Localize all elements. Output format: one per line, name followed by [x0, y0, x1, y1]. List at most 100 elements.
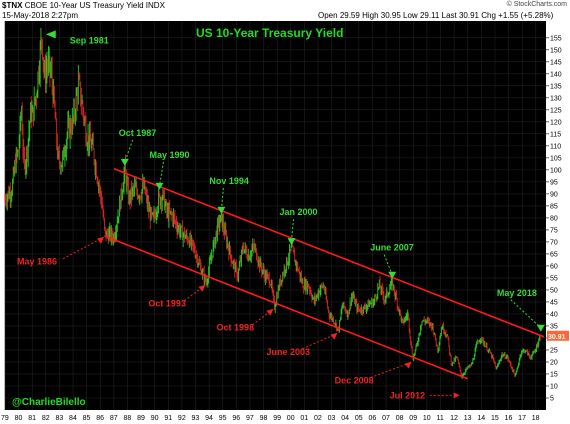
annotation-may-1986-arrow — [97, 236, 105, 244]
symbol-description: CBOE 10-Year US Treasury Yield — [24, 1, 144, 10]
x-tick-label: 81 — [28, 415, 36, 422]
y-tick-label: 75 — [550, 227, 558, 234]
header-symbol-line: $TNX CBOE 10-Year US Treasury Yield INDX — [2, 1, 165, 10]
header-quote-line: Open 29.59 High 30.95 Low 29.11 Last 30.… — [318, 11, 553, 20]
stockcharts-logo: © StockCharts.com — [506, 1, 567, 8]
annotation-jul-2012-label: Jul 2012 — [390, 390, 426, 400]
x-tick-label: 11 — [437, 415, 444, 422]
annotation-may-2018-label: May 2018 — [497, 288, 537, 298]
y-axis-band — [546, 21, 570, 410]
y-tick-label: 135 — [550, 83, 562, 90]
header-date: 15-May-2018 2:27pm — [2, 11, 79, 20]
annotation-june-2003-label: June 2003 — [266, 347, 310, 357]
x-tick-label: 05 — [355, 415, 363, 422]
y-tick-label: 25 — [550, 347, 558, 354]
x-tick-label: 07 — [382, 415, 390, 422]
exchange: INDX — [145, 1, 165, 10]
chg-label: Chg — [481, 11, 496, 20]
price-bars — [4, 27, 541, 379]
y-tick-label: 130 — [550, 95, 562, 102]
annotation-oct-1987-arrow — [120, 158, 129, 166]
annotation-june-2007-arrow — [388, 271, 397, 279]
y-tick-label: 65 — [550, 251, 558, 258]
y-tick-label: 20 — [550, 359, 558, 366]
chart-title: US 10-Year Treasury Yield — [196, 26, 343, 40]
chg-value: +1.55 (+5.28%) — [498, 11, 554, 20]
annotations: Sep 1981 Oct 1987 May 1990 Nov 1994 Jan 2000… — [17, 30, 545, 400]
annotation-dec-2008-label: Dec 2008 — [335, 376, 374, 386]
x-tick-label: 08 — [396, 415, 404, 422]
x-tick-label: 15 — [491, 415, 499, 422]
y-tick-label: 150 — [550, 47, 562, 54]
x-tick-label: 95 — [219, 415, 227, 422]
x-tick-label: 01 — [300, 415, 308, 422]
x-tick-label: 99 — [273, 415, 281, 422]
trend-channel — [104, 167, 545, 380]
x-tick-label: 91 — [164, 415, 172, 422]
annotation-oct-1993-label: Oct 1993 — [148, 299, 186, 309]
x-tick-label: 17 — [518, 415, 526, 422]
x-tick-label: 84 — [69, 415, 77, 422]
annotation-may-1986-arrow-line — [62, 237, 104, 260]
annotation-june-2007-label: June 2007 — [370, 243, 414, 253]
annotation-may-1990-label: May 1990 — [149, 150, 189, 160]
annotation-may-2018-arrow — [536, 324, 545, 332]
annotation-oct-1987-label: Oct 1987 — [119, 128, 157, 138]
y-tick-label: 90 — [550, 191, 558, 198]
y-tick-label: 45 — [550, 299, 558, 306]
y-tick-label: 10 — [550, 383, 558, 390]
x-tick-label: 87 — [110, 415, 118, 422]
y-tick-label: 155 — [550, 35, 562, 42]
symbol: $TNX — [2, 1, 23, 10]
y-tick-label: 60 — [550, 263, 558, 270]
y-tick-label: 80 — [550, 215, 558, 222]
x-tick-label: 18 — [532, 415, 540, 422]
y-tick-label: 50 — [550, 287, 558, 294]
y-tick-label: 140 — [550, 71, 562, 78]
y-tick-label: 120 — [550, 119, 562, 126]
x-tick-label: 04 — [341, 415, 349, 422]
annotation-oct-1998-arrow — [266, 308, 274, 316]
x-tick-label: 94 — [205, 415, 213, 422]
last-value: 30.91 — [458, 11, 480, 20]
y-tick-label: 85 — [550, 203, 558, 210]
annotation-oct-1993-arrow — [198, 284, 206, 292]
y-axis: 5101520253035404550556065707580859095100… — [546, 21, 570, 410]
x-tick-label: 00 — [287, 415, 295, 422]
x-tick-label: 16 — [505, 415, 513, 422]
x-tick-label: 80 — [15, 415, 23, 422]
annotation-sep-1981-arrow — [45, 30, 56, 39]
annotation-june-2007-arrow-line — [383, 254, 393, 275]
x-tick-label: 92 — [178, 415, 186, 422]
low-value: 29.11 — [419, 11, 440, 20]
x-tick-label: 96 — [232, 415, 240, 422]
annotation-may-1990-arrow-line — [158, 161, 164, 186]
x-tick-label: 79 — [1, 415, 9, 422]
annotation-jan-2000-label: Jan 2000 — [279, 207, 317, 217]
last-label: Last — [441, 11, 457, 20]
x-tick-label: 83 — [55, 415, 63, 422]
y-tick-label: 5 — [550, 395, 554, 402]
open-label: Open — [318, 11, 338, 20]
low-label: Low — [403, 11, 418, 20]
annotation-nov-1994-label: Nov 1994 — [209, 176, 249, 186]
y-tick-label: 55 — [550, 275, 558, 282]
last-value-box — [547, 330, 569, 341]
x-tick-label: 88 — [123, 415, 131, 422]
x-tick-label: 93 — [192, 415, 200, 422]
annotation-may-1990-arrow — [155, 182, 164, 190]
annotation-dec-2008-arrow-line — [370, 362, 411, 379]
gridlines — [4, 21, 546, 410]
y-tick-label: 125 — [550, 107, 562, 114]
last-value-label: 30.91 — [548, 334, 566, 341]
x-tick-label: 89 — [137, 415, 145, 422]
y-tick-label: 35 — [550, 323, 558, 330]
x-axis: 79 80 81 82 83 84 85 86 87 88 89 90 91 92 93 94 95 96 97 98… — [1, 415, 540, 422]
annotation-dec-2008-arrow — [404, 361, 412, 369]
y-tick-label: 15 — [550, 371, 558, 378]
y-tick-label: 40 — [550, 311, 558, 318]
x-tick-label: 98 — [260, 415, 268, 422]
annotation-oct-1998-label: Oct 1998 — [216, 323, 254, 333]
y-tick-label: 95 — [550, 179, 558, 186]
